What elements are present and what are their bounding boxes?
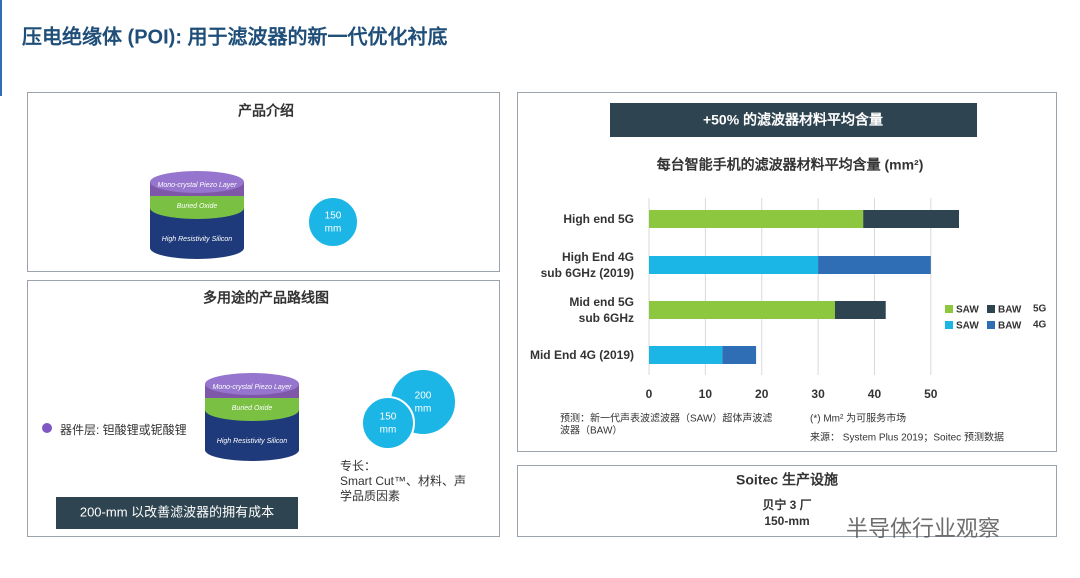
bullet <box>42 423 52 433</box>
legend-label: BAW <box>998 305 1022 316</box>
banner <box>56 497 298 529</box>
legend-swatch <box>945 305 953 313</box>
heading: 多用途的产品路线图 <box>203 290 329 306</box>
banner <box>610 103 977 137</box>
x-tick-label: 0 <box>646 387 653 401</box>
y-tick-label: High end 5G <box>563 212 634 226</box>
legend-label: SAW <box>956 305 979 316</box>
expertise: Smart Cut™、材料、声 <box>340 474 466 488</box>
bar-segment <box>649 256 819 274</box>
bar-segment <box>722 346 757 364</box>
layer-label: High Resistivity Silicon <box>217 438 288 445</box>
layer <box>205 399 299 421</box>
wafer-size: 150 <box>380 412 397 423</box>
y-tick-label: Mid end 5G sub 6GHz <box>569 295 634 325</box>
bar-segment <box>649 346 723 364</box>
layer-label: Buried Oxide <box>177 203 218 210</box>
chart-title: 每台智能手机的滤波器材料平均含量 (mm²) <box>657 157 924 173</box>
legend-label: BAW <box>998 321 1022 332</box>
site-wafer: 150-mm <box>764 514 809 528</box>
forecast-note: 预测：新一代声表波滤波器（SAW）超体声波滤 <box>560 412 772 425</box>
panel <box>517 465 1057 537</box>
layer <box>150 197 244 219</box>
layer <box>205 373 299 395</box>
x-tick-label: 50 <box>924 387 938 401</box>
unit-note: (*) Mm² 为可服务市场 <box>810 412 906 425</box>
x-tick-label: 20 <box>755 387 769 401</box>
legend-label: SAW <box>956 321 979 332</box>
bar-segment <box>649 301 835 319</box>
wafer-size: 200 <box>415 391 432 402</box>
bar-segment <box>649 210 864 228</box>
bar-segment <box>835 301 886 319</box>
x-tick-label: 40 <box>868 387 882 401</box>
wafer-size: 150 <box>325 211 342 222</box>
slide-title: 压电绝缘体 (POI): 用于滤波器的新一代优化衬底 <box>22 24 448 48</box>
wafer <box>307 196 359 248</box>
legend-group: 5G <box>1033 304 1047 315</box>
x-tick-label: 30 <box>811 387 825 401</box>
legend-swatch <box>945 321 953 329</box>
device-layer: 器件层: 钽酸锂或铌酸锂 <box>60 422 187 437</box>
wafer-unit: mm <box>325 224 342 235</box>
legend-swatch <box>987 321 995 329</box>
source: 来源： System Plus 2019；Soitec 预测数据 <box>810 431 1004 444</box>
wafer <box>361 396 415 450</box>
expertise: 专长： <box>340 458 376 473</box>
forecast-note: 波器（BAW） <box>560 424 622 437</box>
y-tick-label: Mid End 4G (2019) <box>529 348 634 362</box>
y-tick-label: High End 4G sub 6GHz (2019) <box>540 250 634 280</box>
layer <box>150 237 244 259</box>
legend-group: 4G <box>1033 320 1047 331</box>
panel <box>27 280 500 537</box>
x-tick-label: 10 <box>699 387 713 401</box>
banner-text: 200-mm 以改善滤波器的拥有成本 <box>80 504 274 519</box>
layer-label: Buried Oxide <box>232 405 273 412</box>
wafer-unit: mm <box>380 425 397 436</box>
expertise: 学品质因素 <box>340 488 400 503</box>
panel <box>517 92 1057 452</box>
bar-segment <box>863 210 959 228</box>
heading: 产品介绍 <box>238 103 294 119</box>
heading: Soitec 生产设施 <box>736 472 838 488</box>
layer <box>150 171 244 193</box>
watermark: 半导体行业观察 <box>846 516 1000 541</box>
site: 贝宁 3 厂 <box>762 497 811 512</box>
layer-label: Mono-crystal Piezo Layer <box>158 182 238 189</box>
bar-segment <box>818 256 931 274</box>
wafer-unit: mm <box>415 404 432 415</box>
layer <box>205 439 299 461</box>
legend-swatch <box>987 305 995 313</box>
layer-label: Mono-crystal Piezo Layer <box>213 384 293 391</box>
panel <box>27 92 500 272</box>
banner-text: +50% 的滤波器材料平均含量 <box>703 112 883 128</box>
layer-label: High Resistivity Silicon <box>162 236 233 243</box>
